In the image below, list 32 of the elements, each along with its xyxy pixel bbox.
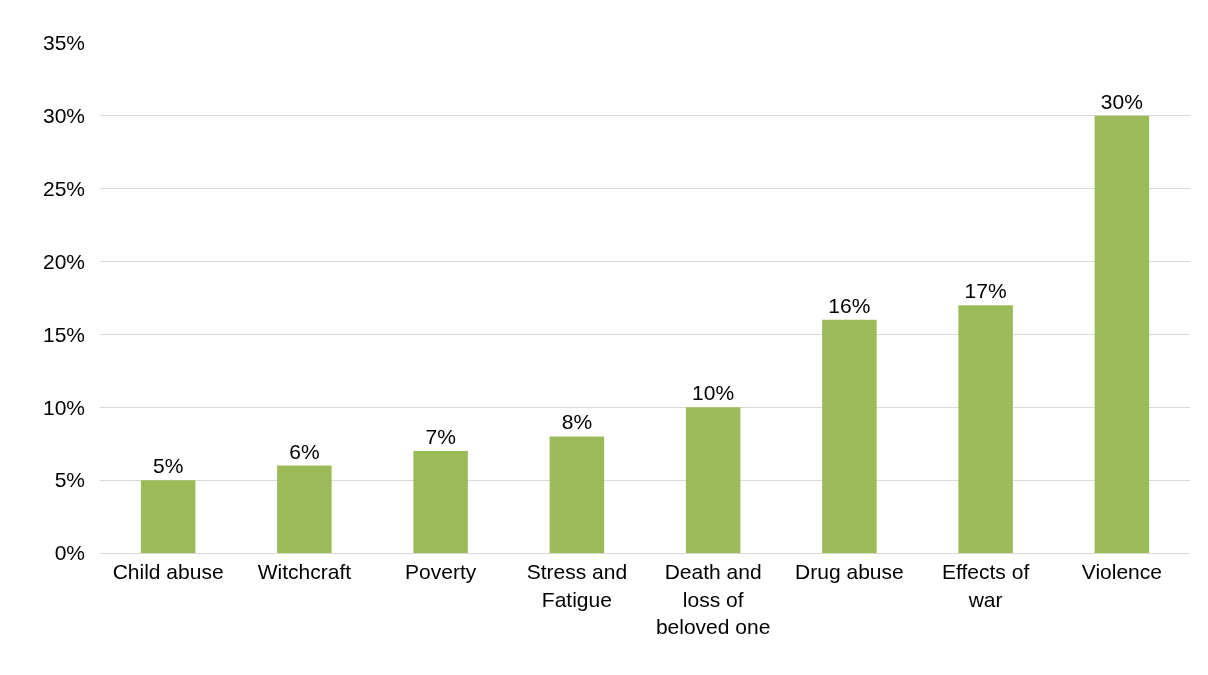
y-tick-label: 25%	[42, 177, 85, 201]
x-tick-label: Drug abuse	[795, 560, 904, 584]
y-tick-label: 35%	[42, 31, 85, 55]
x-tick-label: Witchcraft	[257, 560, 352, 584]
y-tick-label: 15%	[42, 322, 85, 346]
bar	[413, 451, 468, 553]
data-label: 17%	[964, 279, 1007, 303]
data-label: 10%	[692, 381, 735, 405]
data-label: 7%	[425, 425, 456, 448]
data-label: 30%	[1100, 89, 1143, 113]
x-tick-label: Child abuse	[112, 560, 224, 584]
x-tick-label: Effects of war	[942, 560, 1030, 611]
y-tick-label: 0%	[54, 541, 85, 565]
bar	[958, 305, 1013, 553]
bar	[140, 480, 196, 553]
y-tick-label: 5%	[54, 468, 85, 492]
data-label: 16%	[828, 293, 871, 317]
data-label: 8%	[561, 410, 593, 434]
x-tick-label: Violence	[1081, 560, 1162, 584]
bar	[1094, 115, 1150, 553]
bar	[549, 436, 605, 553]
x-tick-label: Stress and Fatigue	[526, 560, 628, 611]
bar	[277, 465, 332, 553]
x-tick-label: Death and loss of beloved one	[655, 560, 771, 638]
y-tick-label: 10%	[42, 395, 85, 419]
data-label: 5%	[152, 454, 184, 478]
bar	[822, 319, 877, 553]
x-tick-label: Poverty	[405, 560, 477, 584]
data-label: 6%	[289, 439, 320, 463]
y-tick-label: 30%	[42, 104, 85, 128]
bar	[685, 407, 741, 553]
y-tick-label: 20%	[42, 249, 85, 273]
